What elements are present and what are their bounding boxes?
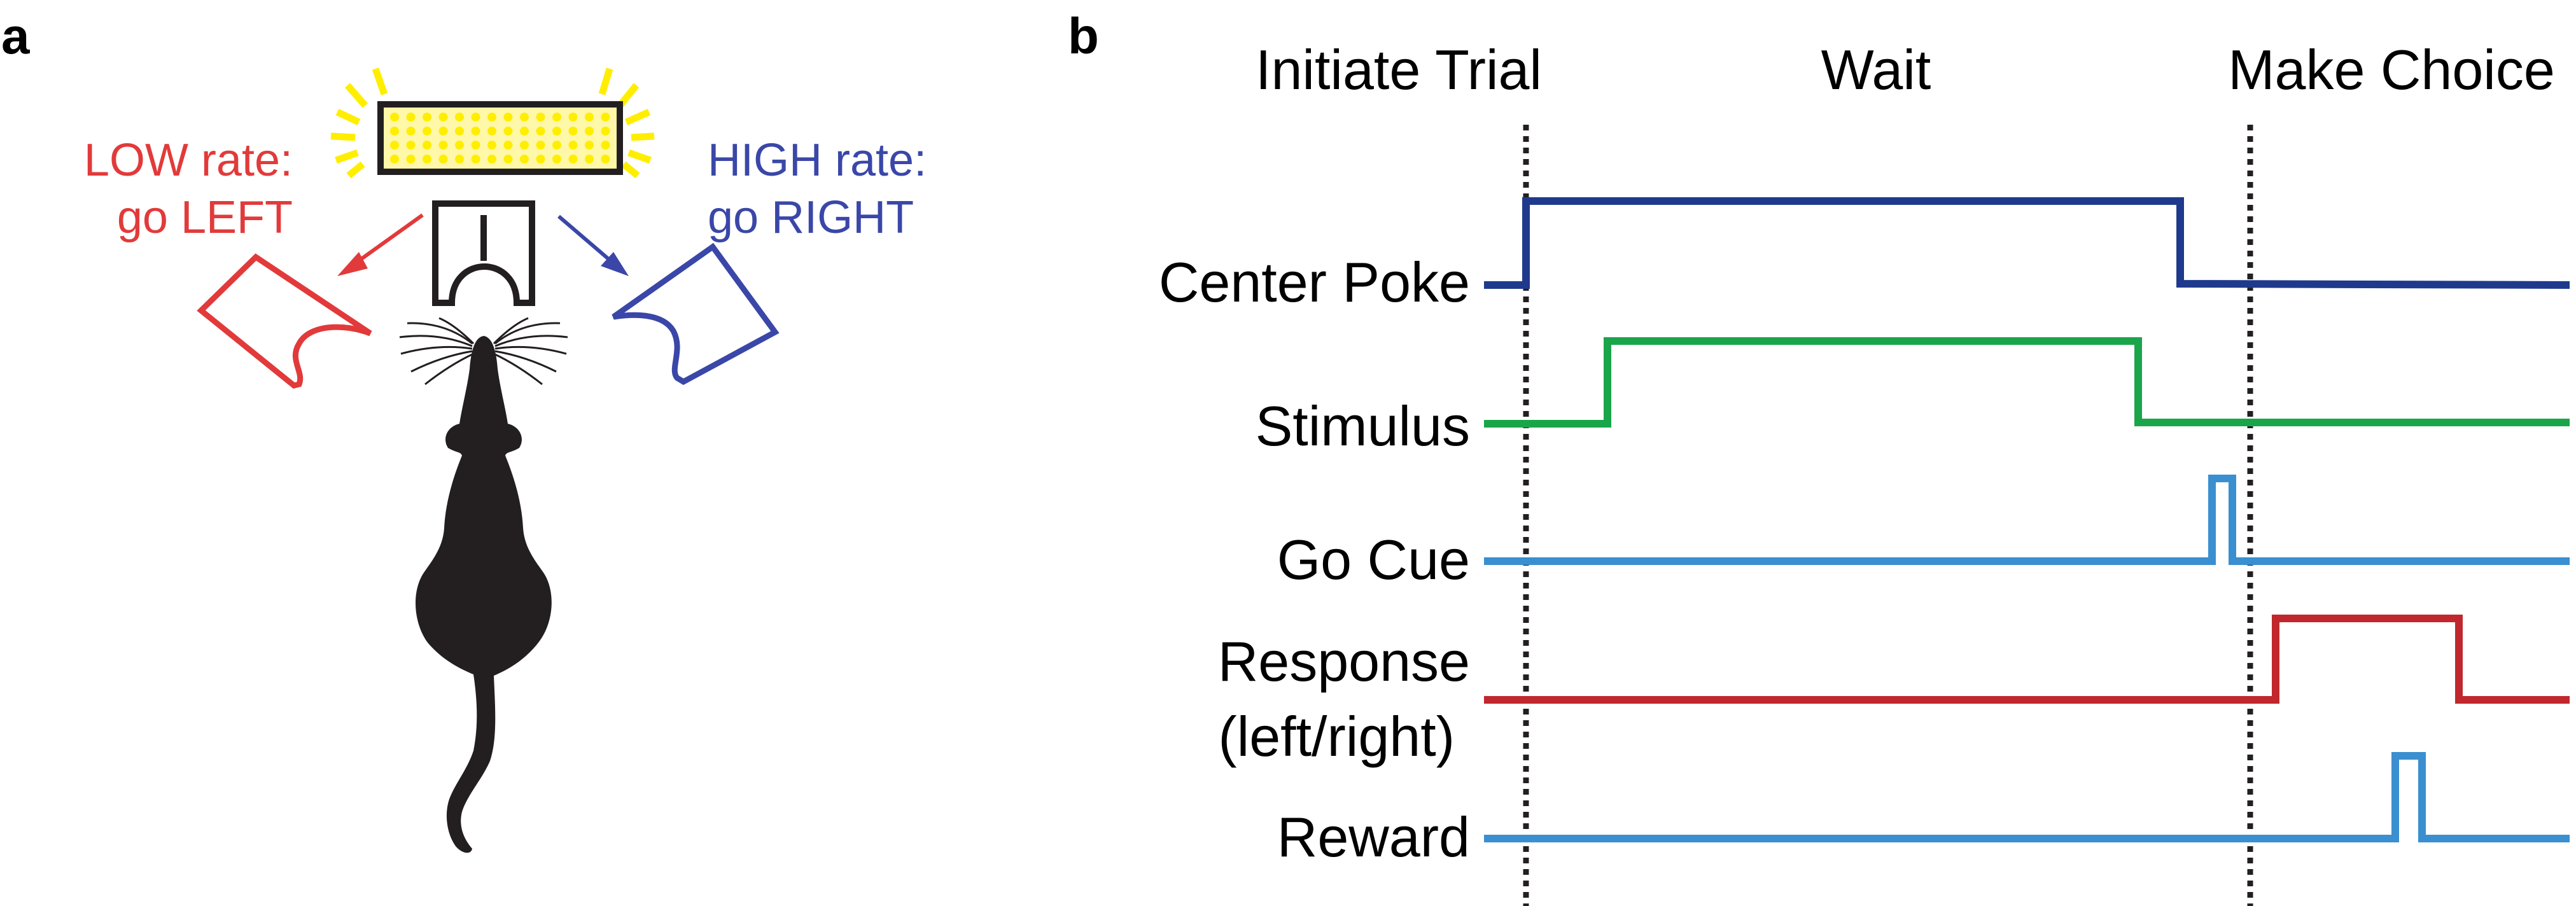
led-dot [503,113,513,122]
led-dot [455,127,464,136]
trace-response [1484,615,2570,704]
led-dot [390,155,399,164]
led-dot [552,141,561,150]
panel-a: a [1,8,927,853]
trace-label-response: Response [1218,630,1470,693]
led-panel [330,67,655,179]
led-dot [503,141,513,150]
center-port [432,200,535,306]
right-port [612,242,780,386]
led-dot [390,141,399,150]
trace-reward [1484,752,2570,842]
led-panel-frame [377,101,623,175]
led-dot [406,127,416,136]
led-dot [455,155,464,164]
panel-b-letter: b [1068,8,1099,64]
led-dots [390,113,610,164]
led-dot [423,141,431,150]
trace-center-poke [1484,197,2570,289]
led-dot [536,113,545,122]
led-dot [406,113,416,122]
led-dot [406,155,416,164]
go-right-label: go RIGHT [708,192,914,243]
led-dot [438,113,448,122]
led-dot [438,155,448,164]
led-dot [568,141,578,150]
led-dot [585,155,594,164]
led-dot [471,127,480,136]
led-dot [568,113,578,122]
phase-make-choice: Make Choice [2228,38,2555,101]
led-dot [585,127,594,136]
whiskers [399,317,568,386]
light-rays [330,67,655,179]
led-dot [601,155,610,164]
go-left-label: go LEFT [117,192,293,243]
led-dot [390,113,399,122]
led-dot [520,113,529,122]
led-dot [552,113,561,122]
led-dot [487,141,496,150]
panel-b: b Initiate Trial Wait Make Choice Center… [1068,8,2570,906]
trace-label-response-sub: (left/right) [1218,705,1455,768]
panel-a-letter: a [1,8,30,64]
high-rate-label: HIGH rate: [708,135,927,186]
led-dot [423,113,431,122]
led-dot [536,141,545,150]
led-dot [568,127,578,136]
led-dot [487,127,496,136]
led-dot [471,113,480,122]
led-dot [585,141,594,150]
trace-label-reward: Reward [1277,805,1470,868]
led-dot [601,113,610,122]
trace-label-center-poke: Center Poke [1159,251,1470,314]
low-rate-label: LOW rate: [84,135,293,186]
led-dot [520,141,529,150]
led-dot [390,127,399,136]
led-dot [503,155,513,164]
led-dot [455,141,464,150]
led-dot [503,127,513,136]
led-dot [601,127,610,136]
led-dot [471,155,480,164]
led-dot [438,127,448,136]
trace-go-cue [1484,475,2570,565]
rat-silhouette [399,317,568,853]
trace-label-stimulus: Stimulus [1256,394,1470,457]
led-dot [406,141,416,150]
led-dot [520,155,529,164]
led-dot [585,113,594,122]
led-dot [520,127,529,136]
phase-wait: Wait [1821,38,1931,101]
trace-stimulus [1484,337,2570,428]
arrow-right [557,214,629,276]
led-dot [601,141,610,150]
led-dot [536,155,545,164]
led-dot [568,155,578,164]
led-dot [552,155,561,164]
led-dot [423,127,431,136]
led-dot [455,113,464,122]
led-dot [471,141,480,150]
led-dot [487,155,496,164]
led-dot [423,155,431,164]
phase-initiate-trial: Initiate Trial [1256,38,1542,101]
trace-label-go-cue: Go Cue [1277,528,1470,591]
led-dot [552,127,561,136]
led-dot [438,141,448,150]
led-dot [536,127,545,136]
arrow-left [337,213,424,276]
led-dot [487,113,496,122]
left-port [197,253,372,389]
